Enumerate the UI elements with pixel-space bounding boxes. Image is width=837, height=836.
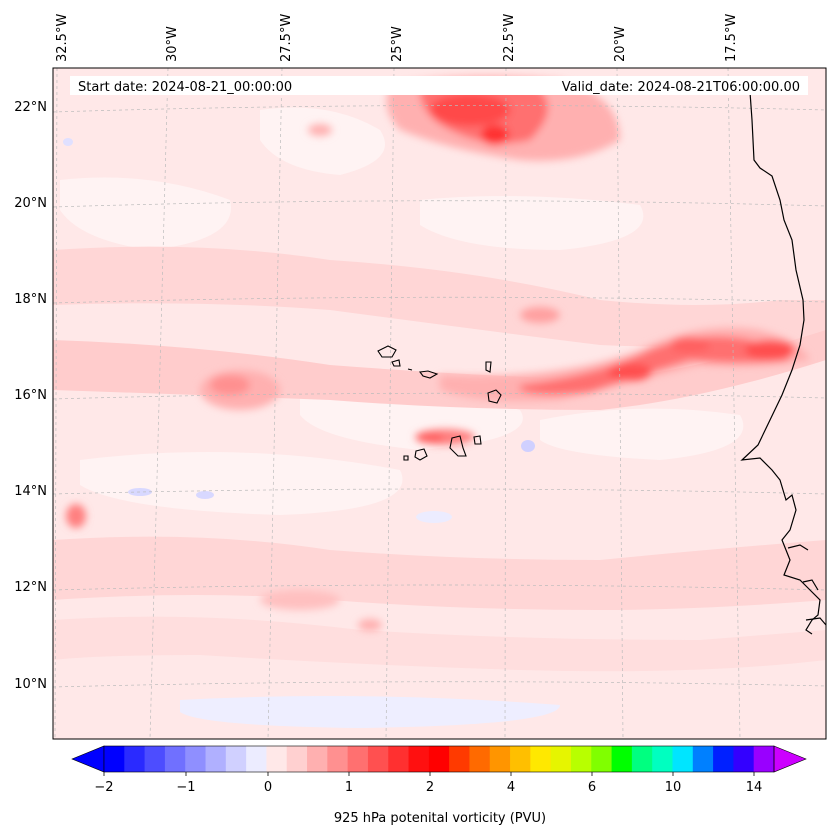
colorbar: −2 −1 0 1 2 4 6 10 14 925 hPa potenital vorticit…	[71, 745, 807, 826]
cape-verde-islands	[377, 345, 502, 461]
lat-label: 16°N	[14, 388, 47, 403]
lon-label: 20°W	[613, 26, 628, 62]
colorbar-cell	[428, 746, 450, 772]
latitude-labels: 22°N 20°N 18°N 16°N 14°N 12°N 10°N	[14, 100, 47, 692]
colorbar-cell	[692, 746, 714, 772]
colorbar-cell	[388, 746, 410, 772]
colorbar-tick-label: 0	[264, 780, 272, 795]
island-fogo	[414, 448, 428, 461]
colorbar-cell	[570, 746, 592, 772]
island-santa-luzia	[407, 368, 413, 371]
colorbar-cell	[185, 746, 207, 772]
colorbar-tick-label: 1	[345, 780, 353, 795]
colorbar-cell	[266, 746, 288, 772]
colorbar-cell	[104, 746, 125, 772]
colorbar-tick-label: 2	[426, 780, 434, 795]
lat-label: 14°N	[14, 484, 47, 499]
lat-label: 10°N	[14, 677, 47, 692]
island-boa-vista	[487, 389, 502, 404]
start-date-label: Start date: 2024-08-21_00:00:00	[78, 80, 292, 95]
colorbar-cell	[753, 746, 775, 772]
colorbar-cell	[631, 746, 653, 772]
coastline	[740, 91, 826, 635]
island-maio	[473, 435, 482, 445]
colorbar-cell	[225, 746, 247, 772]
colorbar-cell	[367, 746, 389, 772]
lon-label: 22.5°W	[502, 14, 517, 62]
colorbar-cell	[672, 746, 694, 772]
colorbar-cell	[246, 746, 267, 772]
colorbar-cell	[449, 746, 470, 772]
colorbar-cell	[164, 746, 186, 772]
lat-label: 20°N	[14, 196, 47, 211]
colorbar-tick-label: −2	[94, 780, 113, 795]
island-sao-vicente	[391, 359, 401, 367]
colorbar-tick-label: 14	[746, 780, 763, 795]
africa-coastline	[740, 91, 821, 635]
colorbar-extend-max	[773, 745, 807, 773]
lat-label: 12°N	[14, 580, 47, 595]
colorbar-cell	[611, 746, 633, 772]
lon-label: 27.5°W	[279, 14, 294, 62]
colorbar-cell	[530, 746, 552, 772]
colorbar-cell	[327, 746, 349, 772]
colorbar-cell	[713, 746, 734, 772]
colorbar-extend-min	[71, 745, 105, 773]
colorbar-cell	[286, 746, 308, 772]
colorbar-cell	[347, 746, 369, 772]
plot-frame	[52, 67, 827, 740]
island-santo-antao	[377, 345, 397, 358]
lat-label: 22°N	[14, 100, 47, 115]
island-sao-nicolau	[418, 370, 439, 379]
colorbar-tick-label: 4	[507, 780, 515, 795]
colorbar-tick-label: 6	[588, 780, 596, 795]
colorbar-cell	[469, 746, 491, 772]
colorbar-ticks: −2 −1 0 1 2 4 6 10 14	[94, 772, 762, 795]
colorbar-cell	[733, 746, 755, 772]
lon-label: 30°W	[165, 26, 180, 62]
colorbar-cell	[124, 746, 146, 772]
colorbar-tick-label: −1	[176, 780, 195, 795]
colorbar-cell	[144, 746, 166, 772]
valid-date-label: Valid_date: 2024-08-21T06:00:00.00	[562, 80, 800, 95]
lon-label: 32.5°W	[55, 14, 70, 62]
colorbar-frame	[103, 745, 775, 773]
colorbar-cell	[205, 746, 227, 772]
colorbar-cell	[550, 746, 572, 772]
lon-label: 17.5°W	[724, 14, 739, 62]
gridlines	[53, 68, 826, 739]
longitude-labels: 32.5°W 30°W 27.5°W 25°W 22.5°W 20°W 17.5…	[55, 14, 739, 62]
colorbar-cell	[652, 746, 673, 772]
colorbar-label: 925 hPa potenital vorticity (PVU)	[334, 811, 546, 826]
colorbar-cell	[307, 746, 328, 772]
colorbar-cell	[489, 746, 511, 772]
date-header-box	[70, 76, 808, 95]
island-santiago	[449, 435, 467, 457]
island-brava	[403, 455, 409, 461]
colorbar-cell	[510, 746, 531, 772]
colorbar-cell	[408, 746, 430, 772]
colorbar-cells	[104, 746, 775, 772]
island-sal	[485, 361, 492, 373]
colorbar-cell	[591, 746, 613, 772]
lon-label: 25°W	[390, 26, 405, 62]
colorbar-tick-label: 10	[665, 780, 682, 795]
lat-label: 18°N	[14, 292, 47, 307]
pv-contour-field	[53, 76, 826, 728]
